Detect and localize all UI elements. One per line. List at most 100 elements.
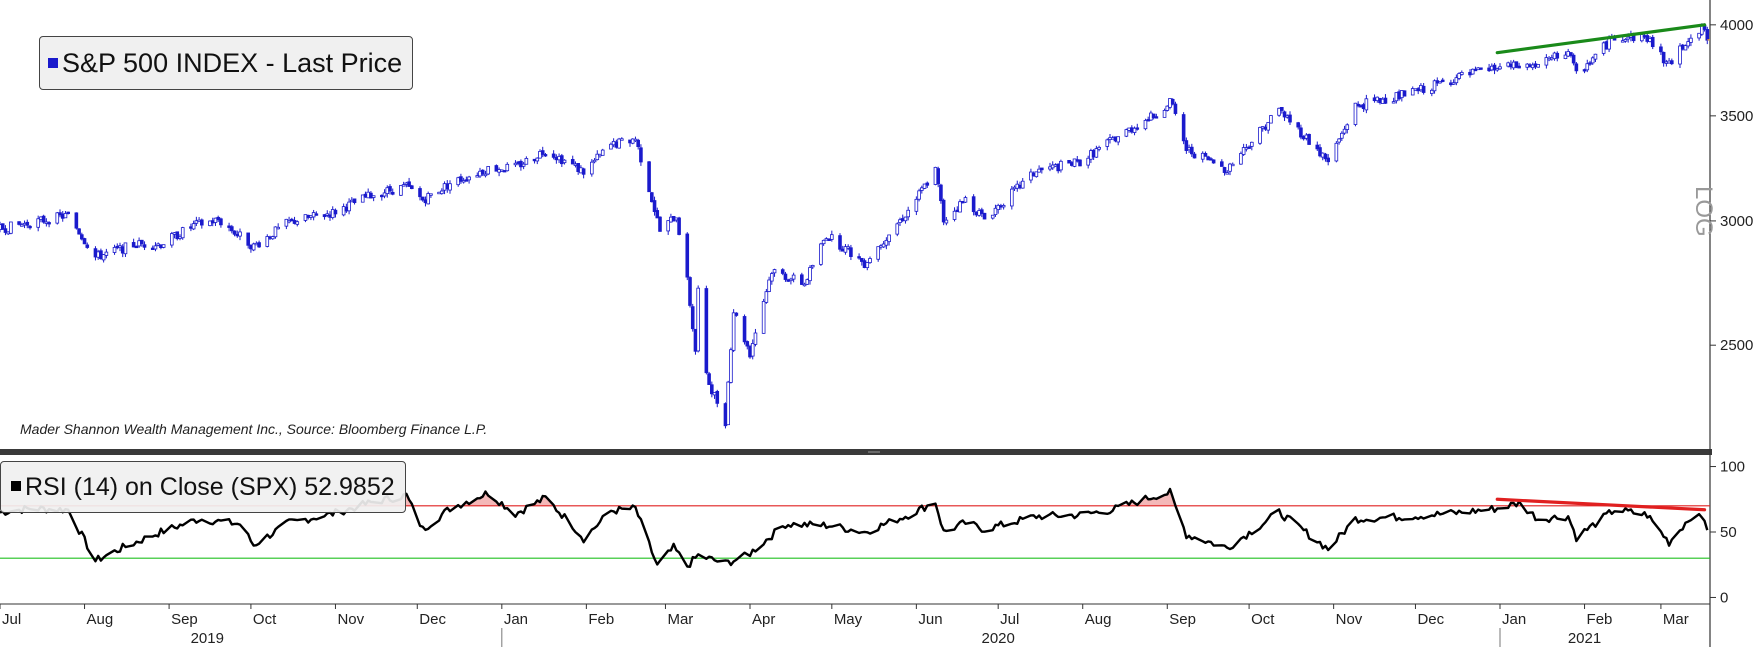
candle-body — [1514, 61, 1519, 68]
candle-body — [685, 233, 690, 278]
candle-body — [276, 226, 280, 230]
candle-body — [1438, 80, 1442, 84]
candle-body — [410, 185, 414, 190]
candle-body — [20, 224, 24, 227]
axis-layer: 2500 3000 3500 4000 0 50 100 Jul Aug Sep Oct Nov Dec… — [0, 17, 1753, 647]
candle-body — [1307, 133, 1311, 145]
candle-body — [600, 149, 605, 156]
source-note: Mader Shannon Wealth Management Inc., So… — [20, 421, 488, 437]
candle-body — [134, 245, 139, 249]
candle-body — [9, 221, 13, 234]
candle-body — [85, 244, 90, 248]
candle-body — [963, 197, 968, 203]
candle-body — [1555, 52, 1560, 59]
candle-body — [3, 228, 8, 233]
candle-body — [1410, 88, 1415, 96]
candle-body — [1569, 52, 1573, 56]
candle-body — [1105, 139, 1110, 147]
candle-body — [715, 391, 720, 404]
date-axis-label: Jan — [1502, 611, 1526, 628]
date-axis-label: Sep — [1169, 611, 1196, 628]
candle-body — [251, 243, 256, 251]
candle-body — [1190, 146, 1194, 155]
candle-body — [180, 227, 185, 239]
candle-body — [440, 190, 444, 195]
candle-body — [595, 153, 600, 161]
candle-body — [1574, 63, 1579, 72]
candle-body — [1440, 79, 1445, 82]
candle-body — [1228, 163, 1232, 172]
rsi-legend-label: RSI (14) on Close (SPX) 52.9852 — [25, 473, 395, 501]
date-axis-label: Feb — [588, 611, 614, 628]
candle-body — [1209, 158, 1213, 161]
candle-body — [1650, 36, 1655, 48]
candle-body — [731, 312, 736, 351]
candle-body — [922, 183, 927, 189]
date-axis-label: Nov — [1336, 611, 1363, 628]
candle-body — [352, 198, 357, 204]
date-axis-label: Dec — [1417, 611, 1444, 628]
candle-body — [1492, 64, 1497, 71]
candle-body — [360, 194, 365, 203]
candle-body — [246, 232, 250, 246]
candle-body — [480, 169, 485, 175]
candle-body — [688, 277, 692, 306]
candle-body — [868, 258, 872, 264]
candle-body — [63, 213, 68, 219]
candle-body — [903, 216, 908, 222]
candle-body — [314, 213, 319, 216]
candle-body — [630, 138, 635, 144]
candle-body — [745, 341, 750, 347]
candle-body — [420, 196, 425, 201]
candle-body — [1345, 124, 1350, 130]
candle-body — [1457, 73, 1461, 79]
candle-body — [390, 191, 395, 195]
candle-body — [1342, 128, 1347, 134]
candle-body — [729, 349, 733, 383]
date-axis-label: Feb — [1587, 611, 1613, 628]
candle-body — [1266, 122, 1270, 131]
candle-body — [1250, 141, 1254, 147]
candle-body — [112, 247, 117, 253]
rsi-overbought-fill — [534, 496, 554, 506]
candle-body — [1225, 172, 1230, 175]
candle-body — [175, 231, 180, 240]
candle-body — [77, 228, 81, 235]
candle-body — [917, 190, 921, 200]
price-axis-label: 2500 — [1720, 337, 1753, 354]
candle-body — [1544, 57, 1549, 66]
candle-body — [982, 212, 987, 220]
candle-body — [570, 159, 575, 165]
candle-body — [1010, 188, 1014, 207]
candle-body — [920, 187, 924, 191]
candle-body — [1124, 129, 1129, 137]
candle-body — [1340, 132, 1344, 139]
date-axis-label: Aug — [87, 611, 114, 628]
candle-body — [540, 150, 545, 155]
candle-body — [1230, 163, 1235, 167]
candle-body — [1094, 148, 1099, 158]
candle-body — [980, 209, 984, 214]
candle-body — [592, 159, 597, 163]
candle-body — [232, 230, 237, 235]
candle-body — [1678, 45, 1682, 65]
candle-body — [1067, 160, 1071, 164]
candle-body — [543, 154, 548, 157]
candle-body — [617, 138, 621, 149]
candle-body — [1192, 153, 1197, 159]
candle-body — [742, 316, 747, 343]
candle-body — [429, 193, 433, 196]
date-axis-label: Jul — [2, 611, 21, 628]
candle-body — [696, 287, 700, 352]
candle-body — [1001, 205, 1006, 208]
date-axis-label: Mar — [1663, 611, 1689, 628]
candle-body — [513, 162, 518, 166]
candle-body — [273, 226, 278, 238]
candle-body — [1334, 142, 1339, 162]
candle-body — [333, 209, 338, 215]
price-axis-label: 3000 — [1720, 213, 1753, 230]
candle-body — [1116, 136, 1120, 143]
